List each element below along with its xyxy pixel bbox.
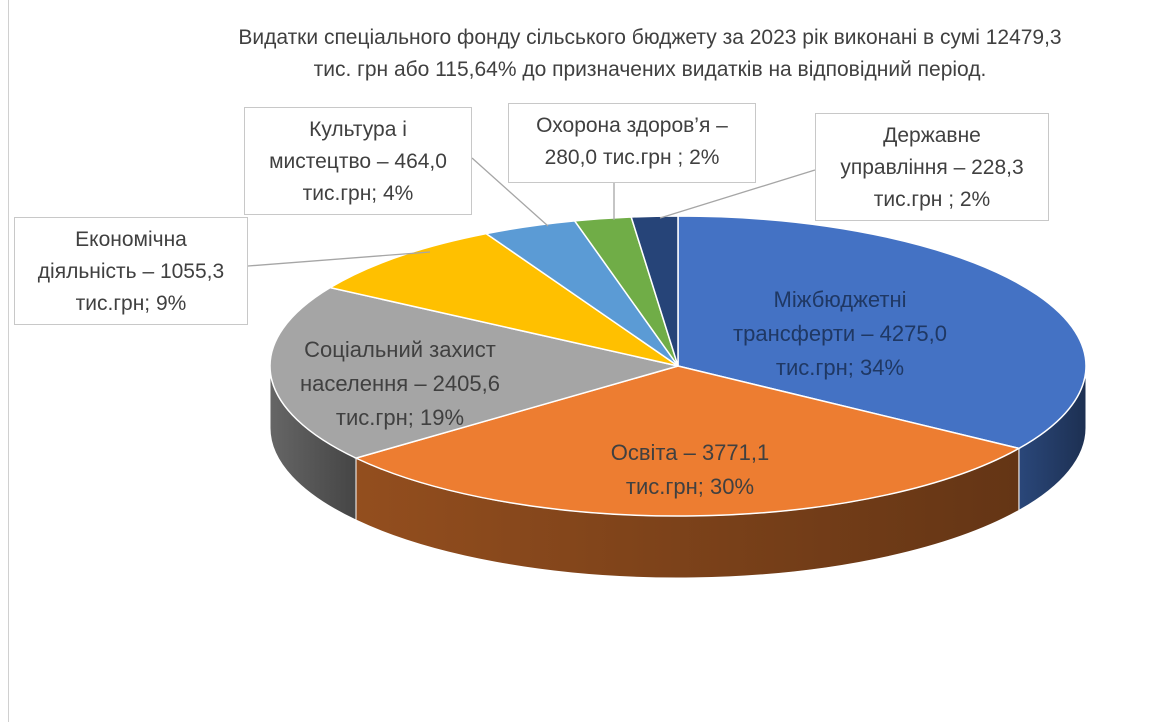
callout-culture-line-3: тис.грн; 4% (302, 182, 414, 205)
callout-health-line-1: Охорона здоров’я – (536, 114, 728, 137)
slice-label-education-line-2: тис.грн; 30% (625, 474, 755, 499)
leader-line-culture (471, 157, 549, 227)
chart-title-line-1: Видатки спеціального фонду сільського бю… (238, 26, 1062, 49)
pie-slices (269, 215, 1087, 517)
callout-health: Охорона здоров’я – 280,0 тис.грн ; 2% (508, 103, 756, 183)
callout-economic-line-1: Економічна (75, 228, 187, 251)
slice-label-transfers: Міжбюджетні трансферти – 4275,0 тис.грн;… (700, 283, 980, 385)
callout-economic-line-3: тис.грн; 9% (75, 292, 187, 315)
slice-label-education: Освіта – 3771,1 тис.грн; 30% (560, 436, 820, 504)
slice-label-education-line-1: Освіта – 3771,1 (610, 440, 770, 465)
slice-label-transfers-line-2: трансферти – 4275,0 (733, 321, 947, 346)
callout-economic-line-2: діяльність – 1055,3 (37, 260, 225, 283)
callout-culture-line-2: мистецтво – 464,0 (269, 150, 447, 173)
slice-label-transfers-line-1: Міжбюджетні (773, 287, 907, 312)
chart-title: Видатки спеціального фонду сільського бю… (150, 22, 1150, 86)
leader-line-economic (247, 251, 431, 267)
leader-lines (247, 157, 816, 267)
callout-government-line-1: Державне (883, 124, 981, 147)
callout-government-line-3: тис.грн ; 2% (873, 188, 991, 211)
pie-slice-education (353, 365, 1021, 517)
slice-label-social-line-1: Соціальний захист (304, 337, 496, 362)
pie-slice-economic (328, 232, 679, 367)
pie-slice-social (269, 286, 679, 459)
left-margin-rule (8, 0, 9, 722)
callout-culture-line-1: Культура і (309, 118, 407, 141)
callout-government: Державне управління – 228,3 тис.грн ; 2% (815, 113, 1049, 221)
pie-slice-government (630, 215, 679, 367)
callout-health-line-2: 280,0 тис.грн ; 2% (544, 146, 720, 169)
callout-economic: Економічна діяльність – 1055,3 тис.грн; … (14, 217, 248, 325)
slice-label-social-line-3: тис.грн; 19% (335, 405, 465, 430)
callout-government-line-2: управління – 228,3 (840, 156, 1024, 179)
chart-title-line-2: тис. грн або 115,64% до призначених вида… (313, 58, 987, 81)
leader-line-government (659, 169, 816, 219)
slice-label-transfers-line-3: тис.грн; 34% (775, 355, 905, 380)
slice-label-social-line-2: населення – 2405,6 (300, 371, 500, 396)
slice-label-social: Соціальний захист населення – 2405,6 тис… (280, 333, 520, 435)
callout-culture: Культура і мистецтво – 464,0 тис.грн; 4% (244, 107, 472, 215)
